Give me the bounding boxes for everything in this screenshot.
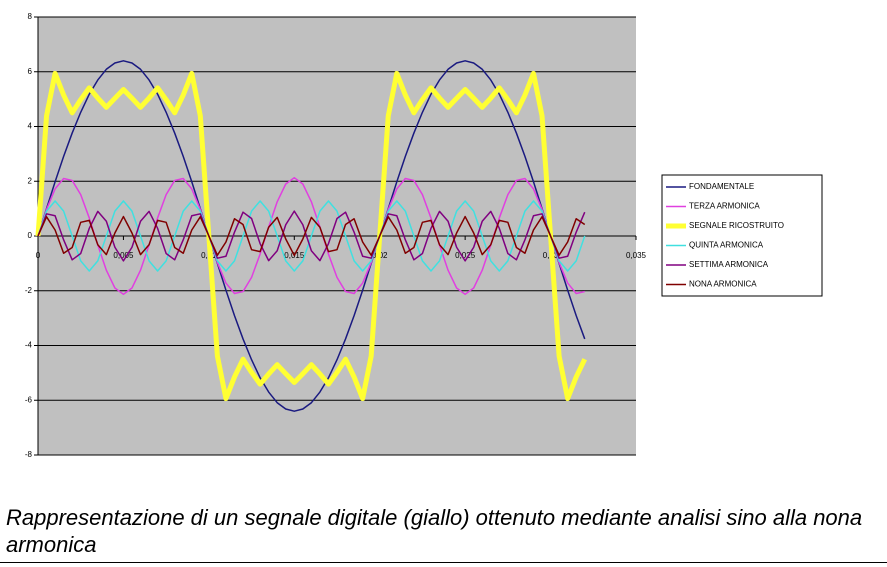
y-tick-label: -8 [25,450,33,459]
separator [0,562,887,563]
series-line [37,210,586,262]
y-tick-label: 4 [28,122,33,131]
x-tick-label: 0,005 [113,251,134,260]
x-tick-label: 0 [36,251,41,260]
legend-label: SEGNALE RICOSTRUITO [689,221,784,230]
y-tick-label: 0 [28,231,33,240]
y-tick-label: 2 [28,176,33,185]
series-line [37,60,586,412]
y-tick-label: 8 [28,12,33,21]
x-tick-label: 0,035 [626,251,647,260]
legend-box [661,174,823,297]
x-tick-label: 0,025 [455,251,476,260]
y-tick-label: -2 [25,286,33,295]
caption: Rappresentazione di un segnale digitale … [6,505,863,557]
y-tick-label: -4 [25,341,33,350]
legend-label: TERZA ARMONICA [689,202,760,211]
y-tick-label: 6 [28,67,33,76]
series-line [35,70,587,402]
legend-label: SETTIMA ARMONICA [689,260,769,269]
legend-label: QUINTA ARMONICA [689,241,764,250]
legend-label: FONDAMENTALE [689,182,754,191]
y-tick-label: -6 [25,395,33,404]
legend-label: NONA ARMONICA [689,280,757,289]
series-line [37,215,586,257]
series-line [37,200,586,272]
